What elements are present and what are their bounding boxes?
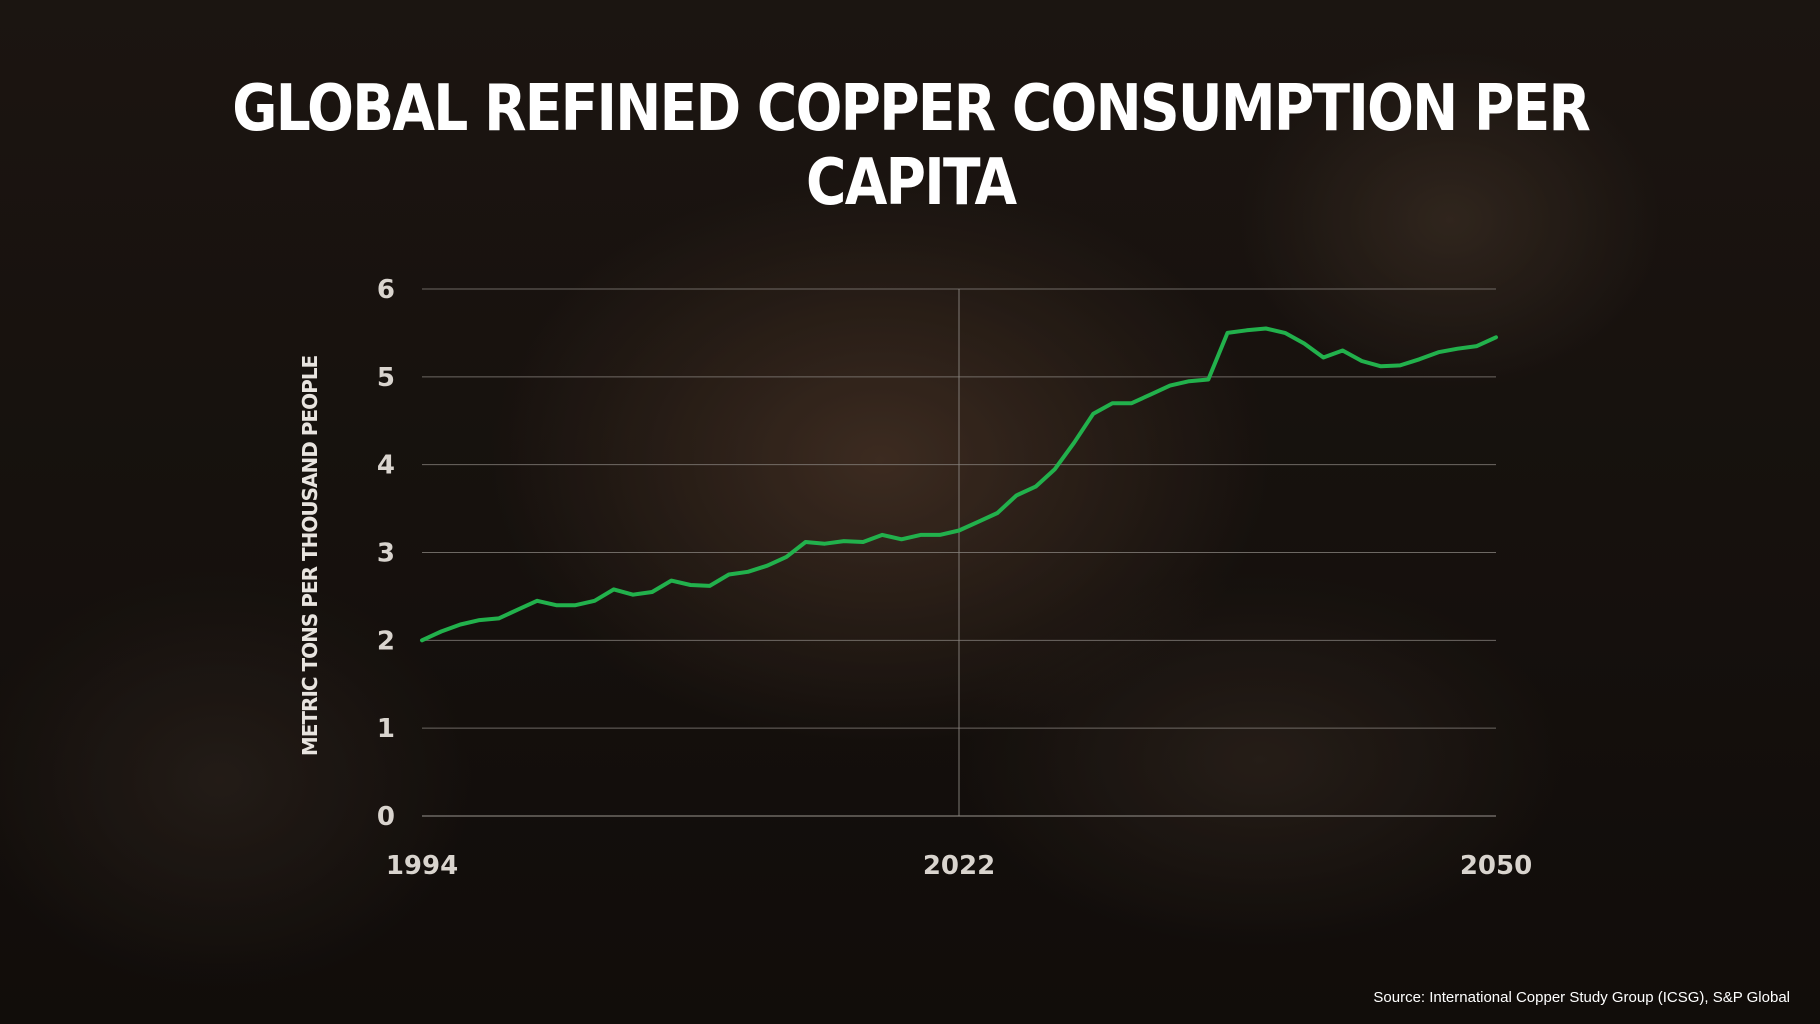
y-tick-label: 0 <box>377 802 395 832</box>
y-axis-ticks: 0 1 2 3 4 5 6 <box>377 275 395 832</box>
chart-title: GLOBAL REFINED COPPER CONSUMPTION PER CA… <box>232 72 1591 220</box>
y-tick-label: 5 <box>377 363 395 393</box>
source-note: Source: International Copper Study Group… <box>1373 989 1790 1006</box>
y-tick-label: 2 <box>377 626 395 656</box>
y-axis-label: METRIC TONS PER THOUSAND PEOPLE <box>298 355 322 757</box>
y-tick-label: 3 <box>377 539 395 569</box>
x-tick-label: 2022 <box>923 851 995 881</box>
series-line-consumption <box>420 326 1498 643</box>
gridlines <box>422 288 1496 817</box>
x-axis-ticks: 1994 2022 2050 <box>386 851 1532 881</box>
x-tick-label: 1994 <box>386 851 458 881</box>
y-tick-label: 4 <box>377 451 395 481</box>
y-tick-label: 1 <box>377 714 395 744</box>
x-tick-label: 2050 <box>1460 851 1532 881</box>
y-tick-label: 6 <box>377 275 395 305</box>
